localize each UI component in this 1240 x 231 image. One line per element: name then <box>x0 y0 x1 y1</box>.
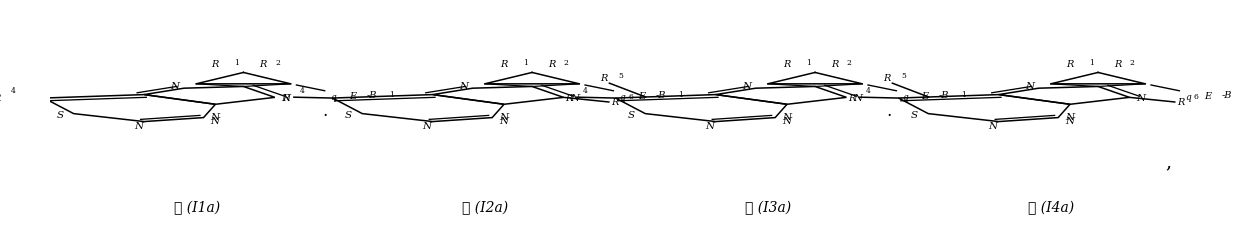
Text: N: N <box>170 82 180 91</box>
Text: R: R <box>565 93 573 102</box>
Text: N: N <box>742 82 751 91</box>
Text: E: E <box>921 92 929 101</box>
Text: -B: -B <box>1221 91 1231 100</box>
Text: 4: 4 <box>11 87 16 95</box>
Text: R: R <box>848 93 856 102</box>
Text: 1: 1 <box>678 91 683 98</box>
Text: 4: 4 <box>866 87 870 95</box>
Text: ,: , <box>1164 152 1171 170</box>
Text: 1: 1 <box>806 58 811 66</box>
Text: N: N <box>211 112 219 121</box>
Text: S: S <box>629 111 635 120</box>
Text: -B: -B <box>655 91 666 100</box>
Text: -B: -B <box>367 91 377 100</box>
Text: .: . <box>322 102 327 119</box>
Text: 5: 5 <box>901 72 906 80</box>
Text: N: N <box>211 116 219 125</box>
Text: 1: 1 <box>961 91 966 98</box>
Text: q: q <box>1185 92 1190 101</box>
Text: R: R <box>1177 98 1184 107</box>
Text: R: R <box>600 74 608 83</box>
Text: 2: 2 <box>847 58 852 66</box>
Text: E: E <box>1204 92 1211 101</box>
Text: R: R <box>883 74 890 83</box>
Text: N: N <box>459 82 469 91</box>
Text: 式 (I2a): 式 (I2a) <box>463 200 508 214</box>
Text: -B: -B <box>939 91 949 100</box>
Text: 2: 2 <box>275 58 280 66</box>
Text: 1: 1 <box>1089 58 1094 66</box>
Text: N: N <box>1065 112 1074 121</box>
Text: N: N <box>570 94 579 102</box>
Text: S: S <box>911 111 919 120</box>
Text: 6: 6 <box>1194 92 1199 100</box>
Text: S: S <box>57 111 63 120</box>
Text: 式 (I3a): 式 (I3a) <box>745 200 791 214</box>
Text: N: N <box>500 112 508 121</box>
Text: N: N <box>706 122 714 131</box>
Text: E: E <box>639 92 645 101</box>
Text: 4: 4 <box>300 87 304 95</box>
Text: S: S <box>345 111 352 120</box>
Text: R: R <box>259 60 267 69</box>
Text: N: N <box>281 94 290 102</box>
Text: N: N <box>423 122 432 131</box>
Text: E: E <box>350 92 357 101</box>
Text: N: N <box>1136 94 1146 102</box>
Text: N: N <box>782 112 791 121</box>
Text: .: . <box>887 102 892 119</box>
Text: R: R <box>1114 60 1121 69</box>
Text: 式 (I4a): 式 (I4a) <box>1028 200 1074 214</box>
Text: R: R <box>211 60 218 69</box>
Text: R: R <box>281 93 289 102</box>
Text: 式 (I1a): 式 (I1a) <box>174 200 219 214</box>
Text: R: R <box>611 98 619 107</box>
Text: q: q <box>619 92 625 101</box>
Text: R: R <box>548 60 556 69</box>
Text: N: N <box>782 116 791 125</box>
Text: R: R <box>831 60 838 69</box>
Text: N: N <box>988 122 998 131</box>
Text: R: R <box>782 60 790 69</box>
Text: N: N <box>853 94 862 102</box>
Text: N: N <box>498 116 508 125</box>
Text: N: N <box>1065 116 1074 125</box>
Text: 5: 5 <box>619 72 624 80</box>
Text: 1: 1 <box>234 58 239 66</box>
Text: q: q <box>901 92 908 101</box>
Text: 4: 4 <box>583 87 588 95</box>
Text: 6: 6 <box>627 92 632 100</box>
Text: 2: 2 <box>564 58 569 66</box>
Text: R: R <box>1065 60 1073 69</box>
Text: 1: 1 <box>389 91 394 98</box>
Text: N: N <box>1025 82 1034 91</box>
Text: 1: 1 <box>523 58 528 66</box>
Text: R: R <box>500 60 507 69</box>
Text: q: q <box>330 92 336 101</box>
Text: 2: 2 <box>1130 58 1135 66</box>
Text: N: N <box>134 122 143 131</box>
